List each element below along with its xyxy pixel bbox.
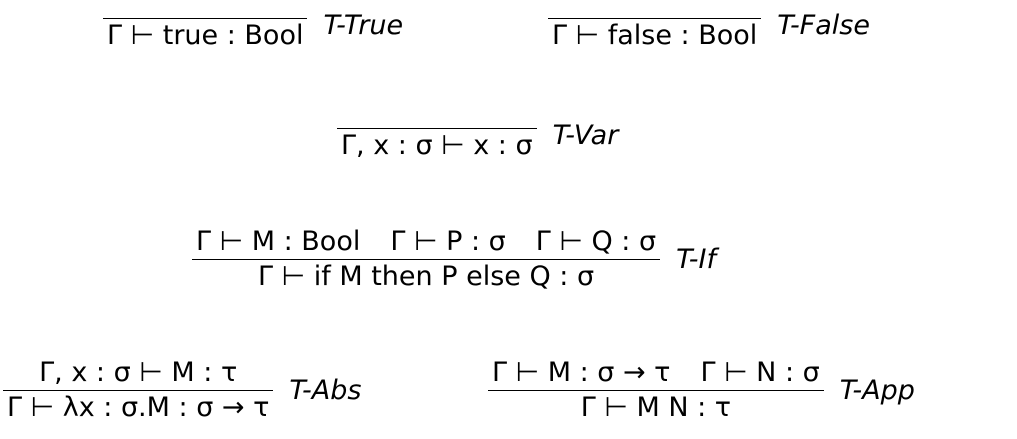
rule-t-if: Γ ⊢ M : Bool Γ ⊢ P : σ Γ ⊢ Q : σ Γ ⊢ if … xyxy=(192,225,716,294)
inference-line xyxy=(548,18,762,19)
rule-t-var: Γ, x : σ ⊢ x : σ T-Var xyxy=(337,120,618,163)
inference-line xyxy=(3,390,274,391)
rule-t-true: Γ ⊢ true : Bool T-True xyxy=(103,10,403,53)
rule-premises: Γ, x : σ ⊢ M : τ xyxy=(35,356,241,390)
rule-frac: Γ, x : σ ⊢ x : σ xyxy=(337,128,537,163)
rule-frac: Γ ⊢ true : Bool xyxy=(103,18,308,53)
rule-frac: Γ, x : σ ⊢ M : τ Γ ⊢ λx : σ.M : σ → τ xyxy=(3,356,274,425)
rule-t-false: Γ ⊢ false : Bool T-False xyxy=(548,10,870,53)
rule-frac: Γ ⊢ false : Bool xyxy=(548,18,762,53)
rule-premises: Γ ⊢ M : Bool Γ ⊢ P : σ Γ ⊢ Q : σ xyxy=(192,225,660,259)
rule-premises: Γ ⊢ M : σ → τ Γ ⊢ N : σ xyxy=(488,356,824,390)
premise: Γ, x : σ ⊢ M : τ xyxy=(39,357,238,388)
rule-frac: Γ ⊢ M : σ → τ Γ ⊢ N : σ Γ ⊢ M N : τ xyxy=(488,356,824,425)
rule-conclusion: Γ ⊢ M N : τ xyxy=(580,392,732,423)
inference-line xyxy=(488,390,824,391)
rule-name: T-True xyxy=(323,10,404,41)
inference-line xyxy=(337,128,537,129)
inference-line xyxy=(192,259,661,260)
rule-conclusion: Γ ⊢ false : Bool xyxy=(552,20,758,51)
rule-conclusion: Γ, x : σ ⊢ x : σ xyxy=(341,130,533,161)
rule-conclusion: Γ ⊢ true : Bool xyxy=(107,20,304,51)
rule-conclusion: Γ ⊢ λx : σ.M : σ → τ xyxy=(7,392,270,423)
rule-name: T-Var xyxy=(552,120,619,151)
premise: Γ ⊢ M : Bool xyxy=(196,226,361,257)
rule-t-abs: Γ, x : σ ⊢ M : τ Γ ⊢ λx : σ.M : σ → τ T-… xyxy=(3,356,361,425)
rule-t-app: Γ ⊢ M : σ → τ Γ ⊢ N : σ Γ ⊢ M N : τ T-Ap… xyxy=(488,356,915,425)
premise: Γ ⊢ Q : σ xyxy=(535,226,657,257)
rule-name: T-If xyxy=(676,244,716,275)
rule-name: T-App xyxy=(839,375,915,406)
premise: Γ ⊢ N : σ xyxy=(700,357,820,388)
rule-conclusion: Γ ⊢ if M then P else Q : σ xyxy=(258,261,595,292)
rule-name: T-False xyxy=(777,10,870,41)
rule-name: T-Abs xyxy=(289,375,362,406)
premise: Γ ⊢ M : σ → τ xyxy=(492,357,671,388)
premise: Γ ⊢ P : σ xyxy=(390,226,506,257)
inference-line xyxy=(103,18,308,19)
rule-frac: Γ ⊢ M : Bool Γ ⊢ P : σ Γ ⊢ Q : σ Γ ⊢ if … xyxy=(192,225,661,294)
